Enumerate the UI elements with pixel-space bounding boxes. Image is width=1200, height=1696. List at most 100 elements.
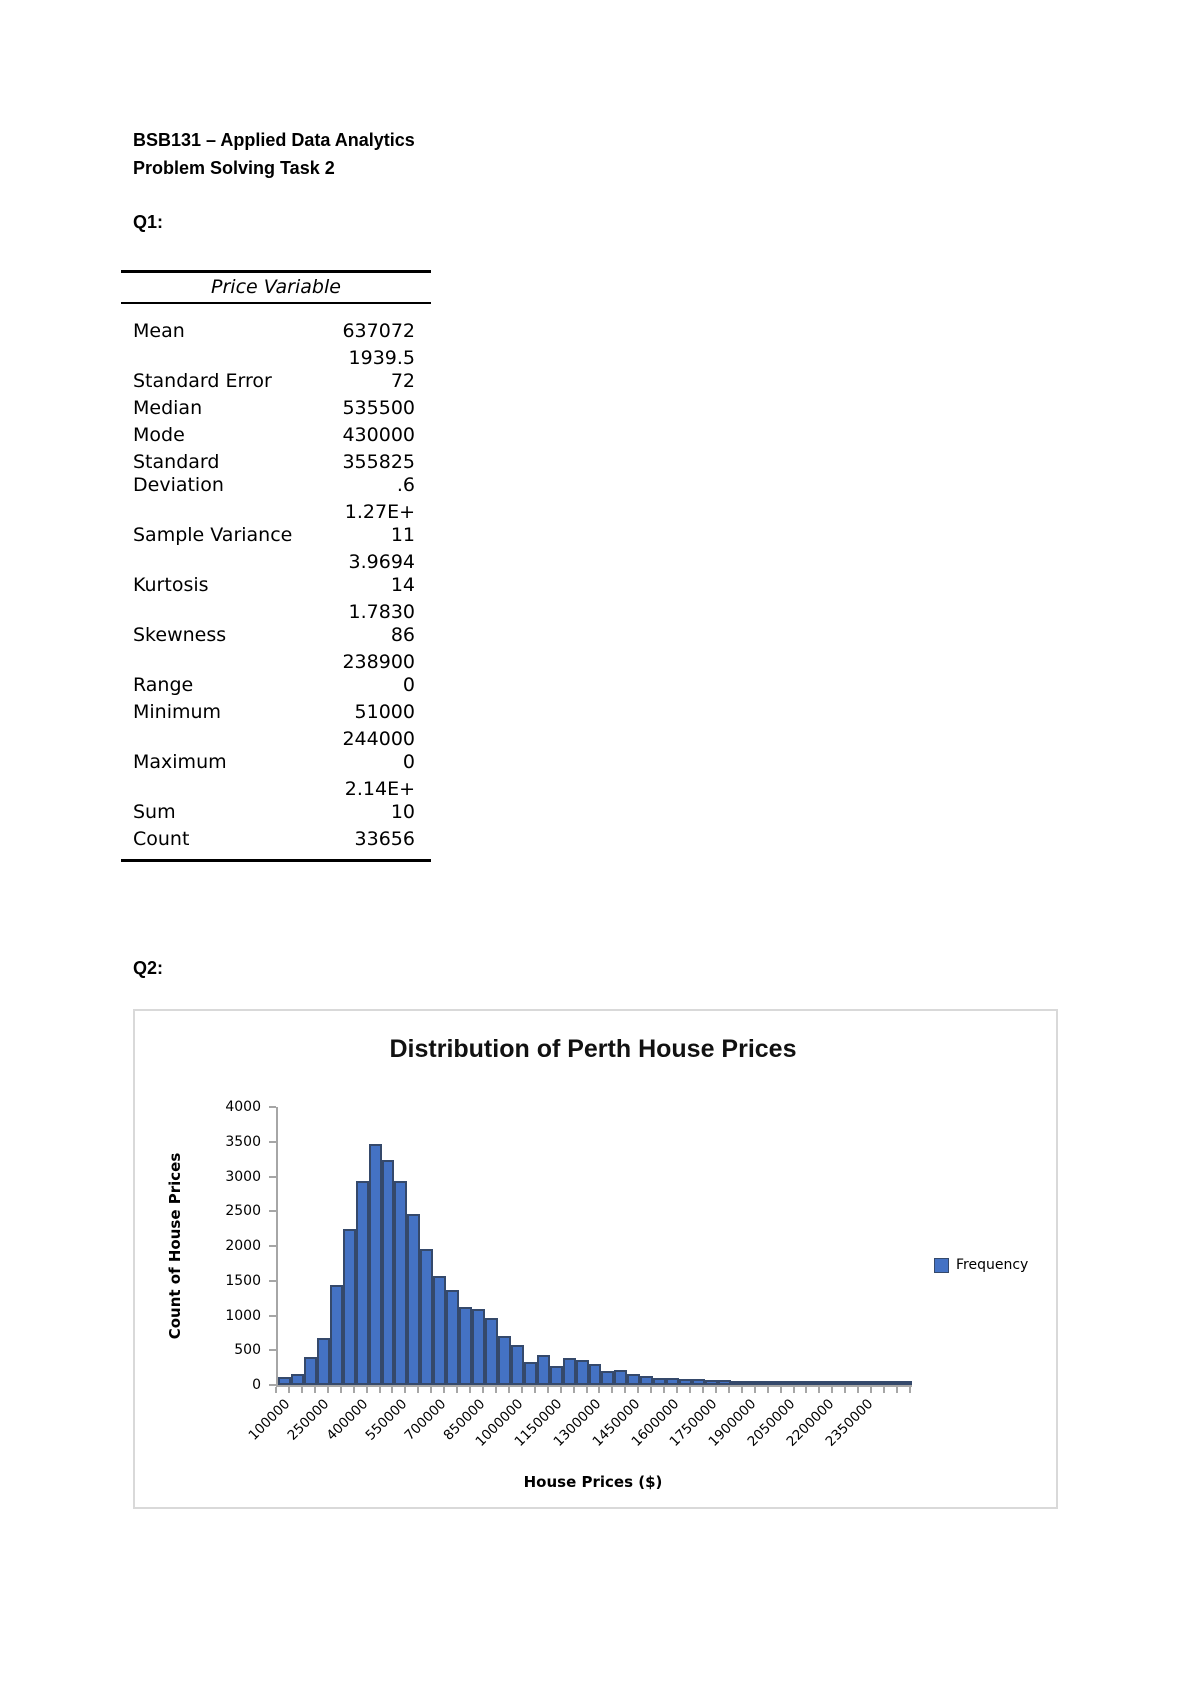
y-axis-tick-label: 4000 bbox=[225, 1099, 261, 1115]
stat-value: 1.27E+ 11 bbox=[344, 501, 415, 546]
x-axis-tick bbox=[507, 1387, 510, 1393]
x-axis-tick bbox=[572, 1387, 575, 1393]
x-axis-tick bbox=[391, 1387, 394, 1393]
histogram-bar bbox=[756, 1381, 770, 1385]
task-title: Problem Solving Task 2 bbox=[133, 158, 335, 178]
histogram-bar bbox=[717, 1380, 731, 1385]
x-axis-tick bbox=[520, 1387, 523, 1393]
x-axis-tick bbox=[275, 1387, 277, 1393]
y-axis-tick bbox=[269, 1279, 276, 1282]
x-axis-tick-label: 700000 bbox=[401, 1396, 450, 1444]
legend-label: Frequency bbox=[956, 1257, 1029, 1273]
stat-value: 1939.5 72 bbox=[348, 347, 415, 392]
x-axis-tick bbox=[870, 1387, 873, 1393]
histogram-bar bbox=[795, 1381, 809, 1385]
y-axis-tick bbox=[269, 1314, 276, 1317]
y-axis-tick-label: 0 bbox=[252, 1377, 261, 1393]
histogram-bar bbox=[899, 1381, 912, 1385]
x-axis-tick bbox=[339, 1387, 342, 1393]
x-axis-tick bbox=[456, 1387, 459, 1393]
x-axis-tick bbox=[909, 1387, 911, 1393]
x-axis-tick bbox=[650, 1387, 653, 1393]
histogram-bar bbox=[704, 1380, 718, 1385]
x-axis-tick bbox=[727, 1387, 730, 1393]
histogram-bar bbox=[290, 1374, 304, 1385]
stat-name: Standard Deviation bbox=[133, 451, 224, 496]
histogram-bar bbox=[459, 1307, 473, 1385]
histogram-bar bbox=[562, 1358, 576, 1385]
stat-name: Median bbox=[133, 397, 203, 419]
x-axis-tick bbox=[805, 1387, 808, 1393]
histogram-bar bbox=[536, 1355, 550, 1385]
stat-value: 2.14E+ 10 bbox=[344, 778, 415, 823]
histogram-bar bbox=[769, 1381, 783, 1385]
x-axis-tick bbox=[663, 1387, 666, 1393]
histogram-bar bbox=[278, 1377, 291, 1385]
y-axis-tick bbox=[269, 1349, 276, 1352]
stat-name: Standard Error bbox=[133, 370, 272, 392]
x-axis-tick bbox=[624, 1387, 627, 1393]
y-axis-tick-label: 1000 bbox=[225, 1307, 261, 1324]
x-axis-tick-label: 400000 bbox=[323, 1396, 372, 1444]
stats-table-row: Skewness 1.7830 86 bbox=[133, 599, 415, 649]
x-axis-tick-label: 100000 bbox=[246, 1396, 294, 1444]
descriptive-stats-table: Price Variable Mean 637072 Standard Error 1… bbox=[121, 270, 431, 862]
histogram-bar bbox=[834, 1381, 848, 1385]
x-axis-tick bbox=[637, 1387, 640, 1393]
course-title: BSB131 – Applied Data Analytics bbox=[133, 130, 415, 150]
y-axis-tick-label: 3000 bbox=[225, 1168, 261, 1185]
document-heading: BSB131 – Applied Data Analytics Problem … bbox=[133, 126, 415, 182]
y-axis-tick-label: 1500 bbox=[225, 1272, 261, 1289]
x-axis-tick bbox=[611, 1387, 614, 1393]
stats-table-row: Sum 2.14E+ 10 bbox=[133, 776, 415, 826]
y-axis-tick bbox=[269, 1245, 276, 1247]
x-axis-tick bbox=[482, 1387, 485, 1393]
histogram-bar bbox=[368, 1144, 382, 1385]
stat-name: Kurtosis bbox=[133, 574, 209, 596]
x-axis-tick bbox=[469, 1387, 472, 1393]
stats-table-row: Standard Error 1939.5 72 bbox=[133, 345, 415, 395]
histogram-bar bbox=[472, 1309, 485, 1385]
stat-name: Minimum bbox=[133, 701, 222, 723]
histogram-bar bbox=[730, 1381, 744, 1385]
stat-name: Mode bbox=[133, 424, 185, 446]
stat-value: 430000 bbox=[342, 424, 415, 446]
stats-table-row: Kurtosis 3.9694 14 bbox=[133, 549, 415, 599]
question-1-label: Q1: bbox=[133, 212, 164, 232]
x-axis-tick bbox=[598, 1387, 601, 1393]
histogram-bar bbox=[420, 1249, 434, 1385]
histogram-bar bbox=[575, 1360, 589, 1385]
chart-legend: Frequency bbox=[934, 1257, 1028, 1273]
x-axis-tick bbox=[365, 1387, 368, 1393]
histogram-bar bbox=[342, 1229, 356, 1385]
histogram-bar bbox=[485, 1318, 498, 1385]
x-axis-tick bbox=[300, 1387, 303, 1393]
x-axis-tick bbox=[714, 1387, 717, 1393]
stat-value: 1.7830 86 bbox=[348, 601, 415, 646]
stat-value: 3.9694 14 bbox=[348, 551, 415, 596]
stat-name: Sample Variance bbox=[133, 524, 293, 546]
y-axis-tick-label: 2000 bbox=[225, 1238, 261, 1254]
x-axis-tick bbox=[313, 1387, 316, 1393]
stats-table-body: Mean 637072 Standard Error 1939.5 72 Median 5… bbox=[121, 304, 431, 859]
histogram-bar bbox=[446, 1290, 460, 1385]
histogram-bar bbox=[394, 1181, 408, 1385]
stat-name: Range bbox=[133, 674, 194, 696]
legend-marker-icon bbox=[934, 1257, 949, 1273]
x-axis-tick bbox=[585, 1387, 588, 1393]
x-axis-tick bbox=[494, 1387, 497, 1393]
chart-title: Distribution of Perth House Prices bbox=[389, 1035, 797, 1063]
histogram-bar bbox=[601, 1371, 615, 1385]
x-axis-tick bbox=[883, 1387, 886, 1393]
histogram-bar bbox=[523, 1362, 537, 1385]
stat-value: 244000 0 bbox=[342, 728, 415, 773]
y-axis-tick-label: 2500 bbox=[225, 1203, 261, 1220]
x-axis-tick bbox=[676, 1387, 679, 1393]
x-axis-tick bbox=[701, 1387, 704, 1393]
histogram-bar bbox=[666, 1378, 680, 1385]
x-axis-tick bbox=[352, 1387, 355, 1393]
stats-table-row: Mode 430000 bbox=[133, 422, 415, 449]
histogram-bar bbox=[497, 1336, 511, 1385]
histogram-bar bbox=[588, 1364, 602, 1385]
stat-name: Sum bbox=[133, 801, 176, 823]
